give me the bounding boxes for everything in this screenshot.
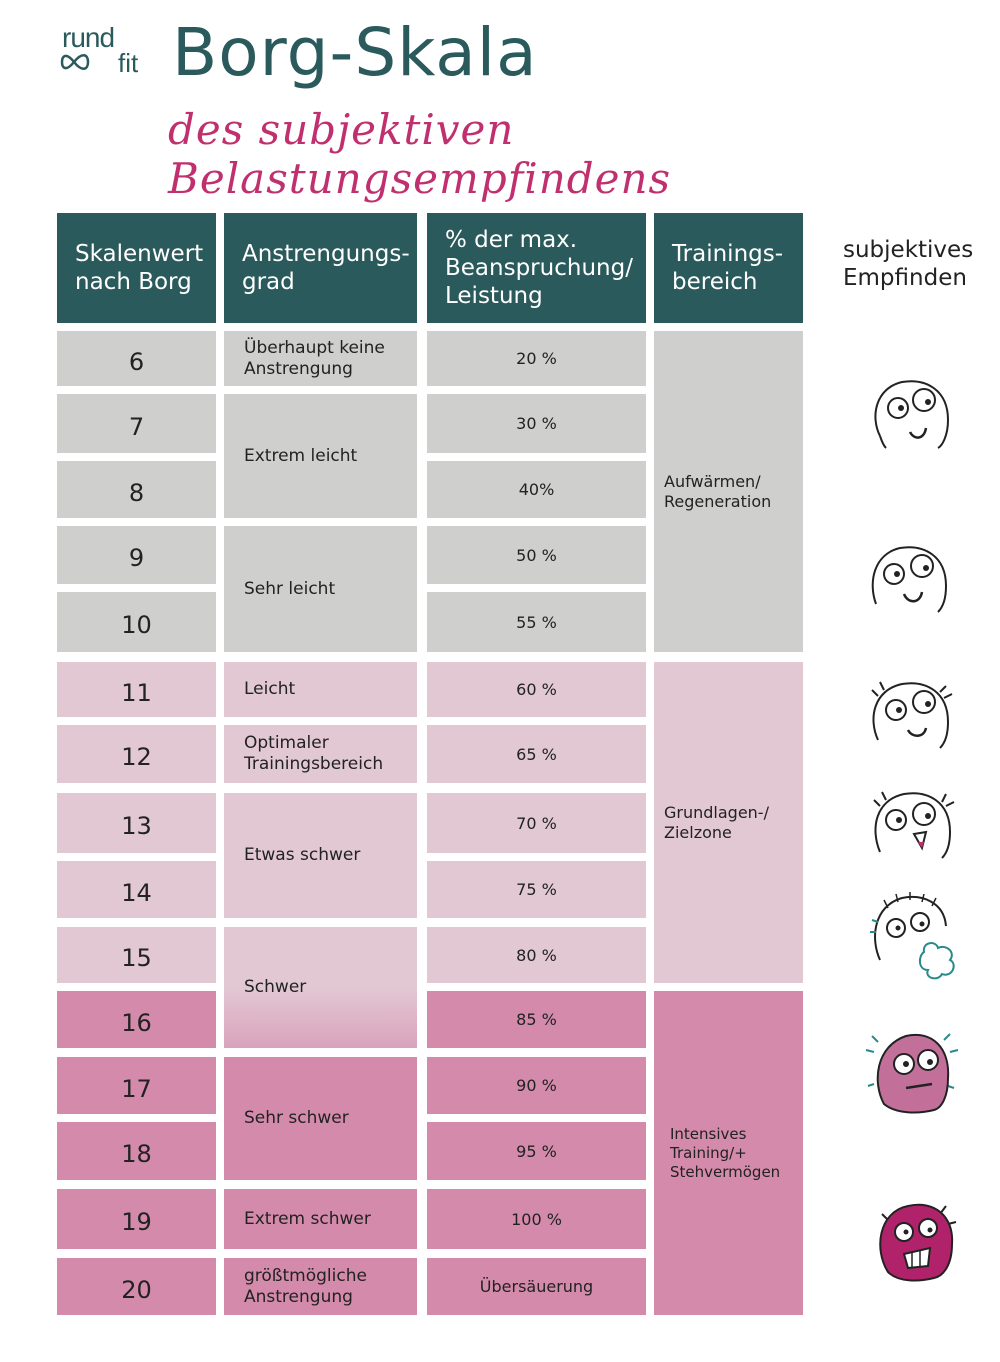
header-line: % der max. <box>445 227 578 253</box>
effort-cell: Etwas schwer <box>224 793 417 918</box>
smiling-face-icon <box>874 380 950 449</box>
infinity-icon <box>60 54 90 70</box>
effort-line: Extrem schwer <box>244 1208 371 1229</box>
scale-value-cell: 8 <box>57 461 216 518</box>
effort-line: Anstrengung <box>244 358 353 379</box>
header-line: Skalenwert <box>75 241 204 267</box>
page-subtitle: des subjektiven Belastungsempfindens <box>168 105 672 203</box>
percent-cell: 70 % <box>427 793 646 853</box>
scale-value-cell: 13 <box>57 793 216 853</box>
percent-cell: Übersäuerung <box>427 1258 646 1315</box>
scale-value-cell: 16 <box>57 991 216 1048</box>
training-zone-cell: Intensives Training/+ Stehvermögen <box>654 991 803 1315</box>
effort-cell: Optimaler Trainingsbereich <box>224 725 417 783</box>
zone-line: Regeneration <box>664 491 772 511</box>
effort-cell: Extrem schwer <box>224 1189 417 1249</box>
header-line: subjektives <box>843 237 974 263</box>
effort-line: Optimaler <box>244 733 329 753</box>
effort-cell: Schwer <box>224 927 417 1048</box>
percent-cell: 90 % <box>427 1057 646 1114</box>
zone-line: Grundlagen-/ <box>664 802 769 822</box>
percent-cell: 80 % <box>427 927 646 983</box>
header-line: Trainings- <box>672 241 784 267</box>
effort-line: Schwer <box>244 977 307 997</box>
scale-value-cell: 6 <box>57 331 216 386</box>
scale-value-cell: 20 <box>57 1258 216 1315</box>
training-zone-cell: Aufwärmen/Regeneration <box>654 331 803 652</box>
effort-line: größtmögliche <box>244 1265 367 1286</box>
zone-line: Zielzone <box>664 822 732 842</box>
effort-line: Leicht <box>244 679 296 699</box>
percent-cell: 40% <box>427 461 646 518</box>
sweating-grin-face-icon <box>873 791 955 859</box>
zone-line: Aufwärmen/ <box>664 471 761 491</box>
header-effort: Anstrengungs-grad <box>224 213 417 323</box>
scale-value-cell: 18 <box>57 1122 216 1180</box>
header-line: Leistung <box>445 283 543 309</box>
effort-line: Extrem leicht <box>244 445 358 466</box>
percent-cell: 95 % <box>427 1122 646 1180</box>
percent-cell: 30 % <box>427 394 646 453</box>
effort-cell: Überhaupt keine Anstrengung <box>224 331 417 386</box>
percent-cell: 50 % <box>427 526 646 584</box>
effort-line: Sehr schwer <box>244 1108 349 1128</box>
scale-value-cell: 11 <box>57 662 216 717</box>
panting-face-icon <box>870 892 955 980</box>
zone-line: Training/+ <box>670 1143 747 1162</box>
effort-cell: größtmögliche Anstrengung <box>224 1258 417 1315</box>
percent-cell: 85 % <box>427 991 646 1048</box>
scale-value-cell: 9 <box>57 526 216 584</box>
zone-line: Stehvermögen <box>670 1162 781 1181</box>
header-line: Empfinden <box>843 265 967 291</box>
percent-cell: 65 % <box>427 725 646 783</box>
percent-cell: 60 % <box>427 662 646 717</box>
header-line: Beanspruchung/ <box>445 255 633 281</box>
header-line: Anstrengungs- <box>242 241 410 267</box>
training-zone-cell: Grundlagen-/Zielzone <box>654 662 803 983</box>
header-line: nach Borg <box>75 269 192 295</box>
percent-cell: 100 % <box>427 1189 646 1249</box>
scale-value-cell: 17 <box>57 1057 216 1114</box>
effort-line: Etwas schwer <box>244 845 361 865</box>
effort-line: Trainingsbereich <box>244 754 384 774</box>
header-feeling: subjektives Empfinden <box>843 236 973 292</box>
scale-value-cell: 12 <box>57 725 216 783</box>
effort-cell: Sehr leicht <box>224 526 417 652</box>
sweating-smile-face-icon <box>871 681 953 749</box>
content-face-icon <box>871 546 948 613</box>
effort-line: Sehr leicht <box>244 578 336 599</box>
header-percent: % der max. Beanspruchung/Leistung <box>427 213 646 323</box>
page-title: Borg-Skala <box>172 14 538 91</box>
zone-line: Intensives <box>670 1124 747 1143</box>
exhausted-face-icon <box>865 1033 959 1114</box>
percent-cell: 75 % <box>427 861 646 918</box>
effort-line: Anstrengung <box>244 1286 353 1307</box>
effort-cell: Sehr schwer <box>224 1057 417 1180</box>
logo-text-bottom: fit <box>118 48 139 78</box>
effort-cell: Leicht <box>224 662 417 717</box>
percent-cell: 55 % <box>427 592 646 652</box>
scale-value-cell: 15 <box>57 927 216 983</box>
percent-cell: 20 % <box>427 331 646 386</box>
scale-value-cell: 7 <box>57 394 216 453</box>
effort-line: Überhaupt keine <box>244 337 385 358</box>
screaming-face-icon <box>879 1203 957 1282</box>
header-training-zone: Trainings-bereich <box>654 213 803 323</box>
header-line: bereich <box>672 269 758 295</box>
logo-text-top: rund <box>62 22 115 53</box>
effort-cell: Extrem leicht <box>224 394 417 518</box>
scale-value-cell: 14 <box>57 861 216 918</box>
scale-value-cell: 10 <box>57 592 216 652</box>
header-line: grad <box>242 269 295 295</box>
scale-value-cell: 19 <box>57 1189 216 1249</box>
header-scale-value: Skalenwert nach Borg <box>57 213 216 323</box>
